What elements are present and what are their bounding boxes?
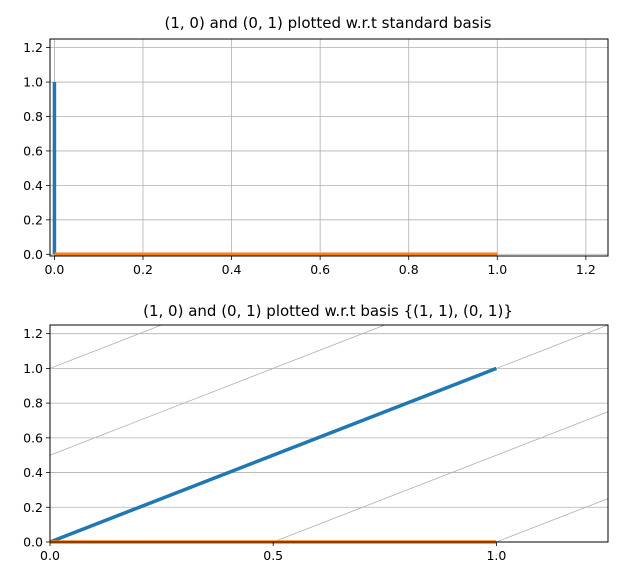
chart-2-skew-grid-4	[49, 324, 162, 369]
chart-1-series	[52, 82, 498, 257]
chart-1-ytick-label-1: 0.2	[23, 212, 43, 227]
chart-1-xtick-label-1: 0.2	[133, 262, 153, 277]
chart-2-ytick-label-5: 1.0	[23, 361, 43, 376]
chart-2-ytick-label-0: 0.0	[23, 535, 43, 550]
chart-2-ytick-label-1: 0.2	[23, 500, 43, 515]
chart-1-ytick-label-3: 0.6	[23, 143, 43, 158]
chart-2-ytick-label-6: 1.2	[23, 326, 43, 341]
chart-1-axes-frame	[49, 38, 609, 257]
chart-2-skew-grid-0	[496, 498, 609, 543]
chart-1-xtick-label-3: 0.6	[310, 262, 330, 277]
chart-1-ytick-label-4: 0.8	[23, 109, 43, 124]
chart-1-xtick-label-5: 1.0	[487, 262, 507, 277]
chart-2-title: (1, 0) and (0, 1) plotted w.r.t basis {(…	[143, 302, 513, 320]
chart-1-ytick-label-2: 0.4	[23, 178, 43, 193]
chart-1-ytick-label-0: 0.0	[23, 247, 43, 262]
chart-2-y-ticks: 0.0 0.2 0.4 0.6 0.8 1.0 1.2	[23, 326, 50, 550]
chart-1-grid	[50, 39, 608, 256]
chart-1-x-ticks: 0.0 0.2 0.4 0.6 0.8 1.0 1.2	[44, 256, 596, 277]
chart-2-skew-grid-1	[273, 411, 609, 543]
chart-2-xtick-label-2: 1.0	[486, 548, 506, 563]
chart-2-series	[49, 366, 498, 544]
chart-1-xtick-label-6: 1.2	[576, 262, 596, 277]
chart-2-x-ticks: 0.0 0.5 1.0	[40, 542, 506, 563]
chart-2-ytick-label-4: 0.8	[23, 396, 43, 411]
chart-1-xtick-label-2: 0.4	[222, 262, 242, 277]
chart-1-xtick-label-4: 0.8	[399, 262, 419, 277]
chart-1-ytick-label-5: 1.0	[23, 75, 43, 90]
chart-skewed-basis: (1, 0) and (0, 1) plotted w.r.t basis {(…	[23, 302, 609, 563]
chart-1-xtick-label-0: 0.0	[44, 262, 64, 277]
chart-1-ytick-label-6: 1.2	[23, 40, 43, 55]
chart-standard-basis: (1, 0) and (0, 1) plotted w.r.t standard…	[23, 14, 609, 277]
chart-1-y-ticks: 0.0 0.2 0.4 0.6 0.8 1.0 1.2	[23, 40, 50, 262]
chart-2-xtick-label-1: 0.5	[263, 548, 283, 563]
chart-2-xtick-label-0: 0.0	[40, 548, 60, 563]
chart-2-skew-grid-3	[49, 324, 385, 456]
chart-2-axes-frame	[49, 324, 609, 543]
chart-2-ytick-label-2: 0.4	[23, 465, 43, 480]
chart-2-ytick-label-3: 0.6	[23, 430, 43, 445]
chart-2-series-0-line	[49, 366, 498, 544]
chart-1-title: (1, 0) and (0, 1) plotted w.r.t standard…	[164, 14, 491, 32]
